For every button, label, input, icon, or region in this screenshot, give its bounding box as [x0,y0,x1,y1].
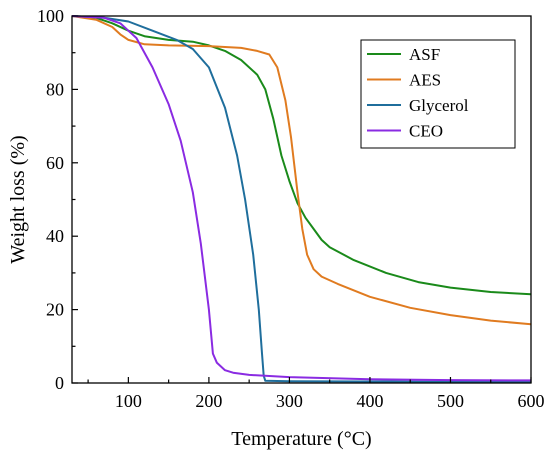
legend-label-aes: AES [409,71,441,90]
legend-label-ceo: CEO [409,122,443,141]
y-axis-title: Weight loss (%) [7,135,29,263]
x-tick-label: 500 [437,391,464,411]
x-tick-label: 200 [195,391,222,411]
x-tick-label: 100 [115,391,142,411]
y-tick-label: 80 [46,79,64,99]
y-tick-label: 60 [46,153,64,173]
y-tick-label: 40 [46,226,64,246]
legend: ASF AES Glycerol CEO [360,39,516,149]
y-tick-label: 20 [46,300,64,320]
x-axis: 100 200 300 400 500 600 [87,377,545,411]
series-line-aes [71,15,532,326]
y-axis: 0 20 40 60 80 100 [37,6,78,393]
series-line-asf [71,15,532,296]
legend-label-glycerol: Glycerol [409,96,469,115]
y-tick-label: 0 [55,373,64,393]
legend-label-asf: ASF [409,45,440,64]
x-tick-label: 400 [356,391,383,411]
x-tick-label: 300 [276,391,303,411]
y-tick-label: 100 [37,6,64,26]
x-tick-label: 600 [518,391,545,411]
x-axis-title: Temperature (°C) [231,428,371,450]
